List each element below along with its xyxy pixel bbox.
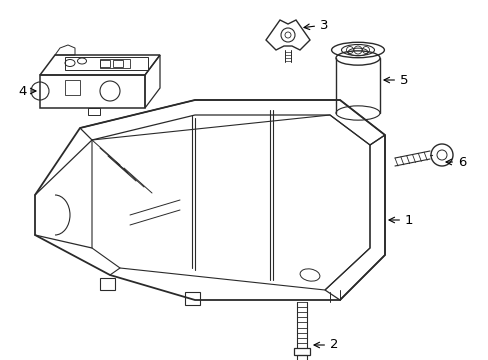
Text: 3: 3 — [304, 18, 328, 32]
Text: 2: 2 — [313, 338, 338, 351]
Text: 4: 4 — [18, 85, 36, 98]
Text: 6: 6 — [445, 156, 466, 168]
Text: 5: 5 — [383, 73, 407, 86]
Text: 1: 1 — [388, 213, 413, 226]
